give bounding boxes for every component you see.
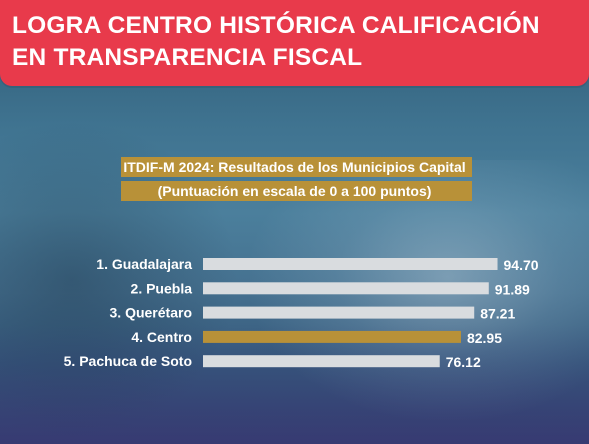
bar: [203, 306, 475, 319]
chart-title-box: [121, 157, 472, 177]
bar: [203, 355, 440, 368]
category-label: 5. Pachuca de Soto: [64, 353, 192, 369]
chart-subtitle-box: [121, 181, 472, 201]
value-label: 87.21: [480, 306, 515, 322]
value-label: 82.95: [467, 330, 502, 346]
bar: [203, 282, 489, 295]
background-vignette: [0, 324, 589, 444]
headline: LOGRA CENTRO HISTÓRICA CALIFICACIÓN EN T…: [12, 12, 540, 71]
bar-highlight: [203, 330, 461, 343]
chart-subtitle: (Puntuación en escala de 0 a 100 puntos): [157, 183, 432, 199]
chart-title: ITDIF-M 2024: Resultados de los Municipi…: [123, 159, 466, 175]
headline-banner: LOGRA CENTRO HISTÓRICA CALIFICACIÓN EN T…: [0, 0, 589, 86]
category-label: 4. Centro: [131, 329, 192, 345]
value-label: 76.12: [446, 354, 481, 370]
value-label: 91.89: [495, 281, 530, 297]
category-label: 2. Puebla: [131, 280, 193, 296]
value-label: 94.70: [504, 257, 539, 273]
bar: [203, 258, 498, 270]
category-label: 3. Querétaro: [110, 305, 192, 321]
category-label: 1. Guadalajara: [96, 256, 192, 272]
